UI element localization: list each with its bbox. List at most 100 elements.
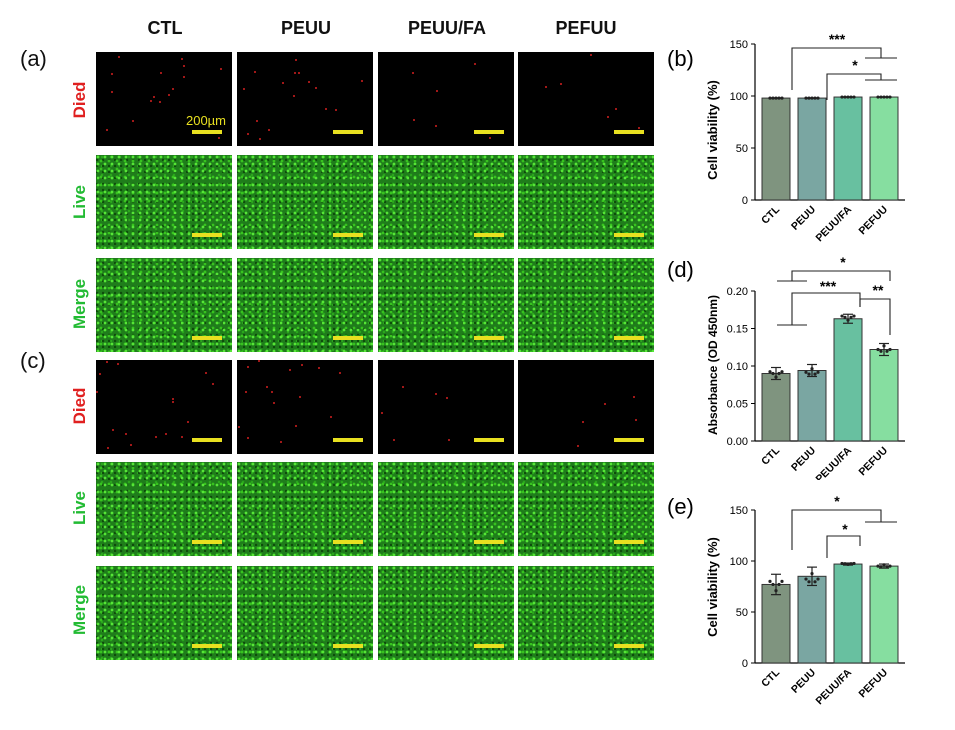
- data-point: [840, 314, 844, 318]
- scale-bar: [614, 438, 644, 442]
- scale-bar: [192, 130, 222, 134]
- dead-cell-dot: [187, 421, 189, 423]
- micrograph-died-c-col1: [96, 360, 232, 454]
- scale-bar: [192, 644, 222, 648]
- data-point: [876, 347, 880, 352]
- scale-bar: [474, 540, 504, 544]
- data-point: [804, 370, 808, 374]
- column-header-peuu: PEUU: [280, 18, 331, 38]
- scale-bar: [614, 233, 644, 237]
- row-label-merge-a: Merge: [70, 278, 89, 330]
- micrograph-died-c-col2: [237, 360, 373, 454]
- column-header-ctl: CTL: [147, 18, 183, 38]
- significance-label: *: [842, 521, 848, 537]
- scale-bar: [333, 644, 363, 648]
- dead-cell-dot: [295, 59, 297, 61]
- dead-cell-dot: [273, 402, 275, 404]
- data-point: [888, 564, 892, 568]
- scale-bar: [474, 438, 504, 442]
- data-point: [768, 579, 772, 583]
- dead-cell-dot: [301, 364, 303, 366]
- data-point: [843, 562, 847, 566]
- dead-cell-dot: [243, 88, 245, 90]
- data-point: [813, 372, 817, 376]
- y-tick-label: 0: [742, 195, 748, 207]
- dead-cell-dot: [560, 83, 562, 85]
- dead-cell-dot: [125, 433, 127, 435]
- data-point: [879, 95, 883, 99]
- dead-cell-dot: [582, 421, 584, 423]
- micrograph-live-a-col3: [378, 155, 514, 249]
- dead-cell-dot: [282, 82, 284, 84]
- significance-label: ***: [820, 278, 837, 294]
- data-point: [888, 347, 892, 352]
- data-point: [876, 95, 880, 99]
- scale-bar: [614, 540, 644, 544]
- dead-cell-dot: [218, 137, 220, 139]
- data-point: [777, 96, 781, 100]
- y-axis-label-d: Absorbance (OD 450nm): [706, 295, 720, 435]
- data-point: [882, 95, 886, 99]
- data-point: [780, 96, 784, 100]
- data-point: [816, 577, 820, 581]
- micrograph-merge-a-col2: [237, 258, 373, 352]
- column-header-pefuu: PEFUU: [555, 18, 617, 38]
- dead-cell-dot: [106, 129, 108, 131]
- dead-cell-dot: [118, 56, 120, 58]
- data-point: [813, 580, 817, 584]
- row-label-died-a: Died: [70, 81, 89, 119]
- micrograph-merge-a-col4: [518, 258, 654, 352]
- dead-cell-dot: [298, 72, 300, 74]
- significance-label: **: [873, 282, 884, 298]
- scale-bar: [614, 644, 644, 648]
- data-point: [768, 96, 772, 100]
- data-point: [852, 314, 856, 318]
- data-point: [816, 370, 820, 374]
- dead-cell-dot: [604, 403, 606, 405]
- y-tick-label: 0.05: [727, 399, 748, 411]
- significance-bracket: [859, 298, 891, 335]
- micrograph-merge-c-col2: [237, 566, 373, 660]
- x-tick-label: CTL: [759, 203, 782, 226]
- data-point: [879, 565, 883, 569]
- dead-cell-dot: [308, 81, 310, 83]
- data-point: [774, 375, 778, 379]
- panel-label-e: (e): [667, 494, 694, 519]
- y-axis-label-b: Cell viability (%): [705, 80, 720, 180]
- data-point: [810, 571, 814, 576]
- dead-cell-dot: [339, 372, 341, 374]
- dead-cell-dot: [107, 447, 109, 449]
- dead-cell-dot: [153, 96, 155, 98]
- dead-cell-dot: [293, 95, 295, 97]
- data-point: [840, 95, 844, 99]
- dead-cell-dot: [238, 426, 240, 428]
- x-tick-label: PEUU/FA: [813, 444, 854, 480]
- dead-cell-dot: [577, 445, 579, 447]
- micrograph-live-c-col4: [518, 462, 654, 556]
- dead-cell-dot: [335, 109, 337, 111]
- significance-bracket: [791, 270, 891, 281]
- dead-cell-dot: [247, 133, 249, 135]
- data-point: [840, 561, 844, 566]
- dead-cell-dot: [393, 439, 395, 441]
- dead-cell-dot: [132, 120, 134, 122]
- scale-bar: [614, 336, 644, 340]
- data-point: [846, 95, 850, 99]
- micrograph-died-c-col3: [378, 360, 514, 454]
- scale-bar: [474, 644, 504, 648]
- dead-cell-dot: [635, 419, 637, 421]
- micrograph-died-a-col1: 200µm: [96, 52, 232, 146]
- data-point: [885, 565, 889, 569]
- data-point: [774, 96, 778, 100]
- dead-cell-dot: [295, 425, 297, 427]
- micrograph-live-a-col2: [237, 155, 373, 249]
- data-point: [849, 562, 853, 566]
- scale-bar: [474, 233, 504, 237]
- dead-cell-dot: [258, 360, 260, 362]
- micrograph-merge-c-col1: [96, 566, 232, 660]
- micrograph-died-c-col4: [518, 360, 654, 454]
- dead-cell-dot: [280, 441, 282, 443]
- data-point: [882, 563, 886, 567]
- dead-cell-dot: [361, 80, 363, 82]
- data-point: [882, 344, 886, 348]
